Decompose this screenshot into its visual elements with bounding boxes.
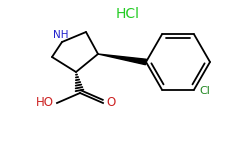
Text: HCl: HCl [116, 7, 140, 21]
Text: NH: NH [53, 30, 69, 40]
Polygon shape [98, 54, 146, 65]
Text: O: O [106, 96, 115, 110]
Text: HO: HO [36, 96, 54, 110]
Text: Cl: Cl [199, 86, 210, 96]
